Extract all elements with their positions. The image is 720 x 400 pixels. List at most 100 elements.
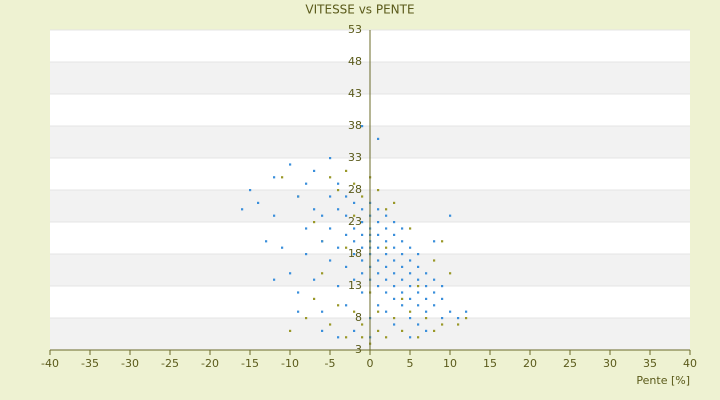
points — [241, 125, 468, 345]
point — [425, 329, 428, 332]
point — [393, 201, 396, 204]
point — [441, 323, 444, 326]
y-tick-label: 48 — [348, 55, 362, 68]
point — [273, 214, 276, 217]
point — [305, 253, 308, 256]
x-axis-label: Pente [%] — [636, 374, 690, 387]
point — [385, 310, 388, 313]
point — [433, 259, 436, 262]
point — [289, 329, 292, 332]
y-tick-label: 53 — [348, 23, 362, 36]
point — [401, 240, 404, 243]
point — [345, 246, 348, 249]
point — [249, 189, 252, 192]
point — [353, 182, 356, 185]
point — [425, 297, 428, 300]
x-tick-label: -15 — [241, 357, 259, 370]
point — [393, 259, 396, 262]
point — [265, 240, 268, 243]
point — [345, 336, 348, 339]
point — [305, 182, 308, 185]
point — [441, 317, 444, 320]
point — [361, 208, 364, 211]
point — [417, 278, 420, 281]
y-tick-label: 23 — [348, 215, 362, 228]
point — [385, 240, 388, 243]
point — [393, 246, 396, 249]
x-tick-label: -10 — [281, 357, 299, 370]
point — [361, 233, 364, 236]
x-tick-label: -20 — [201, 357, 219, 370]
point — [465, 310, 468, 313]
point — [417, 304, 420, 307]
point — [457, 323, 460, 326]
point — [425, 272, 428, 275]
point — [313, 208, 316, 211]
point — [377, 259, 380, 262]
point — [305, 317, 308, 320]
point — [385, 227, 388, 230]
y-tick-label: 38 — [348, 119, 362, 132]
point — [297, 195, 300, 198]
point — [417, 336, 420, 339]
x-tick-label: 10 — [443, 357, 457, 370]
point — [329, 259, 332, 262]
x-tick-label: 0 — [367, 357, 374, 370]
point — [377, 310, 380, 313]
point — [353, 310, 356, 313]
point — [449, 272, 452, 275]
x-tick-label: -25 — [161, 357, 179, 370]
point — [425, 285, 428, 288]
point — [465, 317, 468, 320]
point — [321, 329, 324, 332]
point — [345, 214, 348, 217]
point — [409, 285, 412, 288]
point — [417, 265, 420, 268]
point — [337, 182, 340, 185]
point — [433, 329, 436, 332]
point — [385, 246, 388, 249]
point — [441, 285, 444, 288]
point — [393, 317, 396, 320]
point — [361, 246, 364, 249]
point — [361, 272, 364, 275]
point — [361, 259, 364, 262]
point — [393, 233, 396, 236]
point — [433, 291, 436, 294]
point — [385, 265, 388, 268]
point — [337, 336, 340, 339]
point — [273, 176, 276, 179]
x-tick-label: 5 — [407, 357, 414, 370]
point — [337, 189, 340, 192]
point — [297, 291, 300, 294]
point — [313, 297, 316, 300]
point — [401, 329, 404, 332]
point — [377, 285, 380, 288]
point — [377, 304, 380, 307]
point — [329, 195, 332, 198]
point — [361, 125, 364, 128]
point — [377, 233, 380, 236]
point — [457, 317, 460, 320]
point — [433, 278, 436, 281]
x-tick-label: 25 — [563, 357, 577, 370]
point — [289, 272, 292, 275]
point — [361, 323, 364, 326]
point — [401, 278, 404, 281]
point — [385, 208, 388, 211]
x-tick-label: 20 — [523, 357, 537, 370]
point — [385, 278, 388, 281]
point — [433, 304, 436, 307]
point — [385, 336, 388, 339]
point — [409, 297, 412, 300]
point — [393, 272, 396, 275]
point — [385, 214, 388, 217]
y-tick-label: 8 — [355, 311, 362, 324]
point — [385, 291, 388, 294]
point — [353, 278, 356, 281]
point — [281, 176, 284, 179]
point — [417, 253, 420, 256]
point — [297, 310, 300, 313]
x-tick-label: -5 — [325, 357, 336, 370]
